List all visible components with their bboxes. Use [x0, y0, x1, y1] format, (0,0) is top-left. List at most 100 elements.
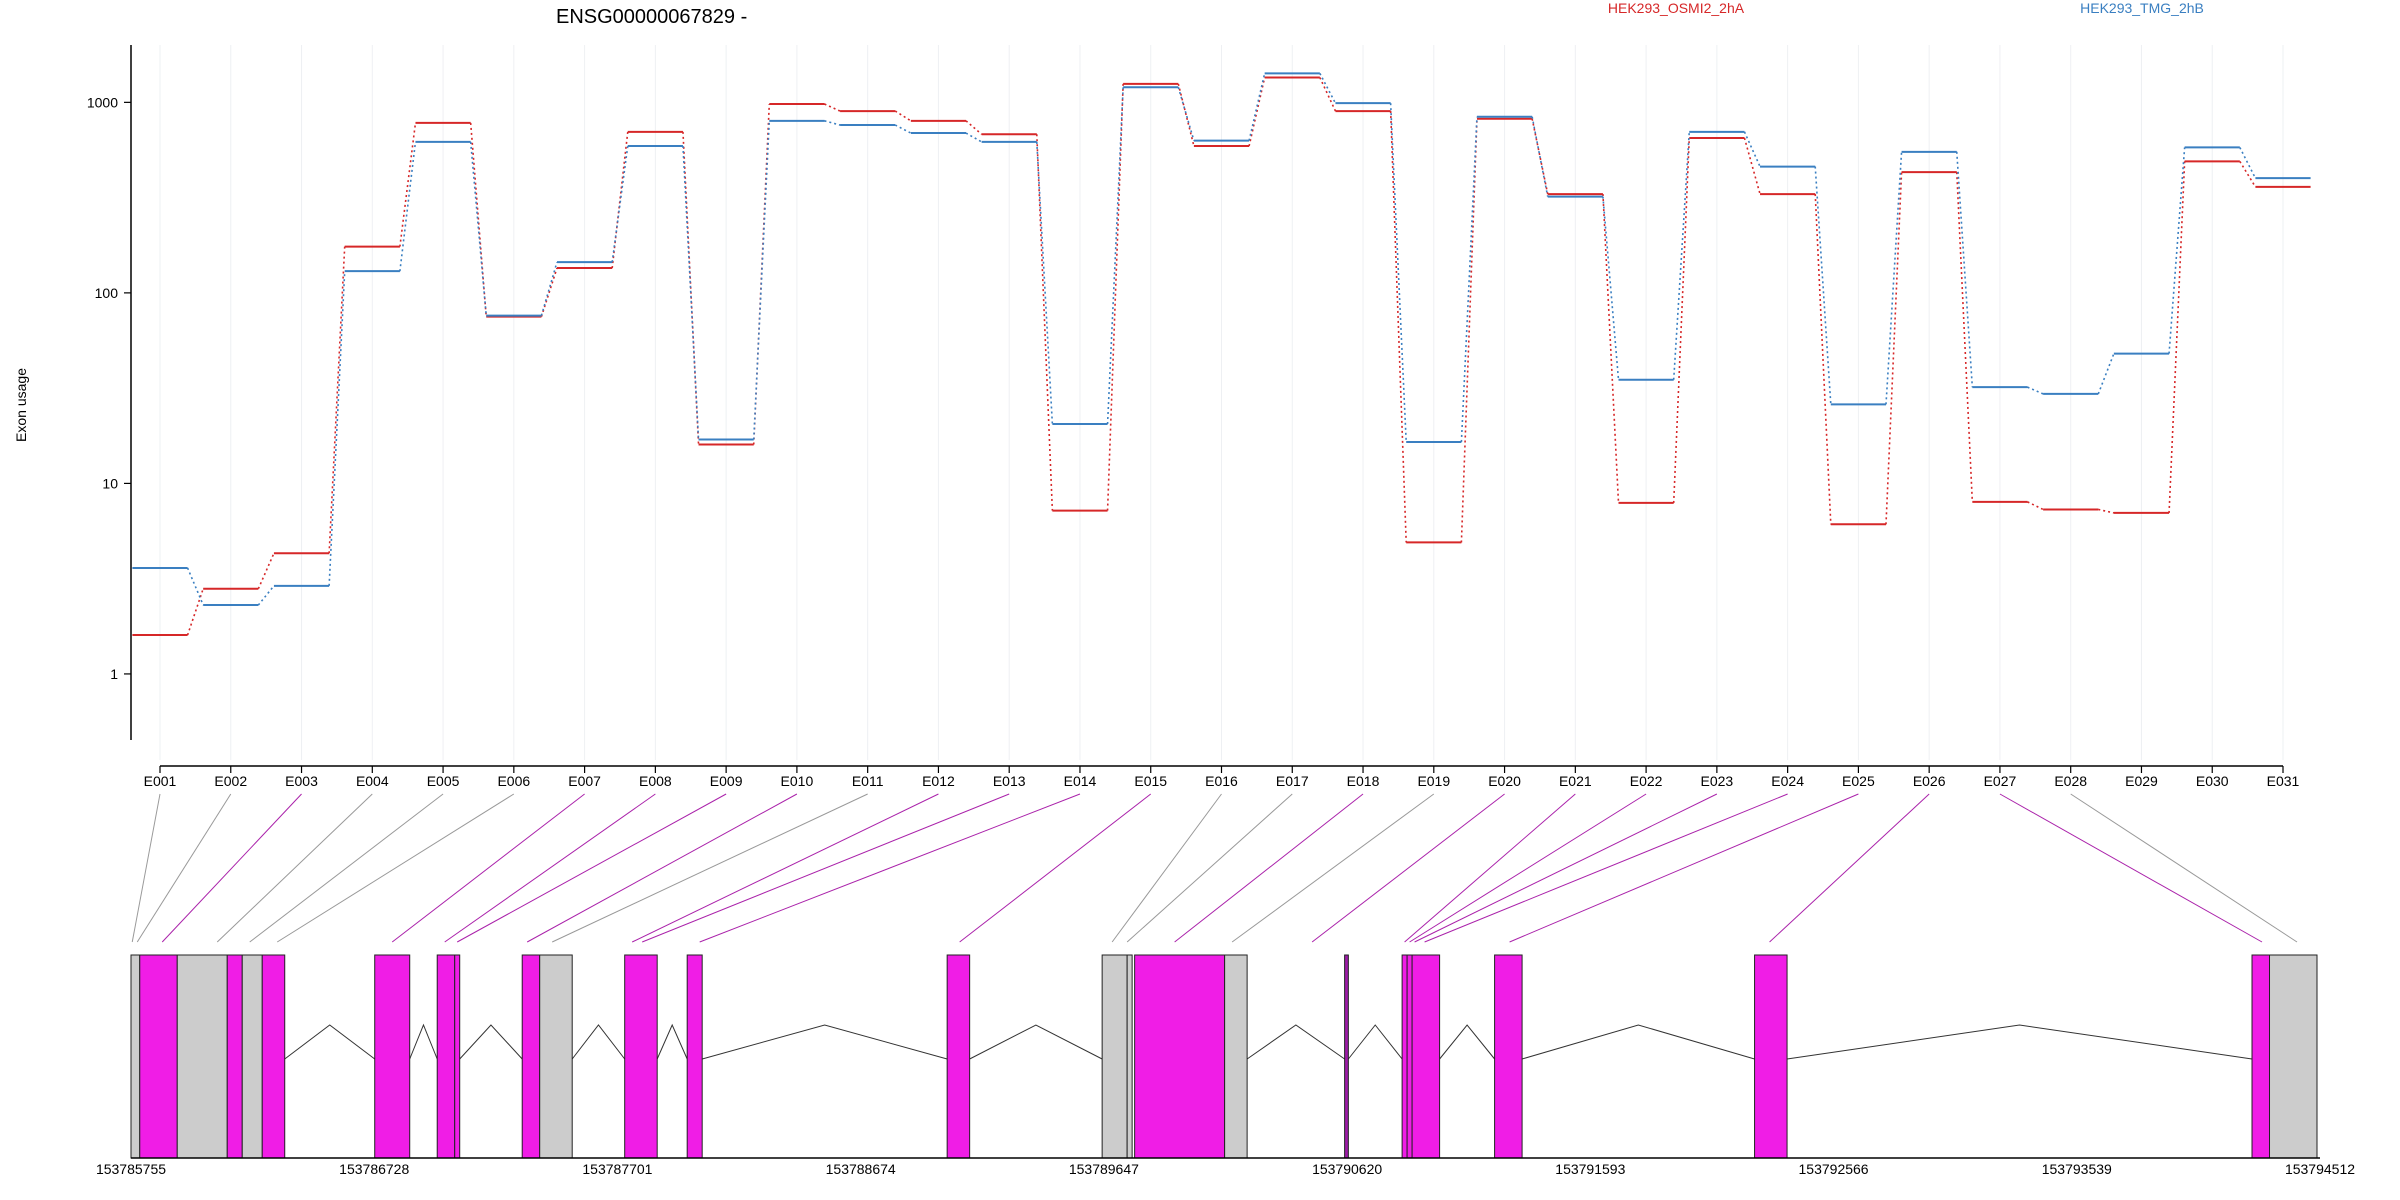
y-tick-label: 10 — [102, 475, 118, 491]
exon-connector-line — [1111, 793, 1222, 943]
data-connector — [1248, 77, 1266, 147]
data-connector — [1389, 111, 1408, 543]
exon-block — [2251, 954, 2271, 1159]
data-connector — [2168, 161, 2186, 513]
coordinate-label: 153793539 — [2042, 1161, 2112, 1177]
chart-title: ENSG00000067829 - — [556, 6, 747, 28]
exon-block — [539, 954, 573, 1159]
exon-block — [139, 954, 178, 1159]
data-connector — [1460, 118, 1478, 543]
exon-connector-line — [1126, 793, 1293, 943]
x-ticks: E001 E002 E003 E004 E005 E006 E007 E008 E009 E010… — [144, 766, 2300, 789]
exon-connector-line — [1311, 793, 1505, 943]
data-connector — [399, 122, 417, 247]
data-connector — [611, 145, 629, 263]
exon-block — [946, 954, 971, 1159]
y-tick-label: 1000 — [87, 94, 118, 110]
exon-connector-line — [131, 793, 161, 943]
data-connector — [328, 246, 346, 554]
data-connector — [1955, 151, 1974, 388]
x-tick-label: E009 — [710, 773, 743, 789]
series-HEK293_TMG_2hB — [132, 72, 2311, 607]
x-tick-label: E010 — [781, 773, 814, 789]
data-connector — [2027, 386, 2044, 395]
data-connector — [1672, 131, 1691, 380]
exon-connector-line — [456, 793, 727, 943]
data-connector — [965, 132, 982, 143]
y-ticks: 1 10 100 1000 — [87, 94, 131, 682]
data-connector — [540, 267, 558, 317]
coordinate-label: 153790620 — [1312, 1161, 1382, 1177]
exon-block — [1344, 954, 1349, 1159]
series-HEK293_OSMI2_2hA — [132, 76, 2311, 637]
x-tick-label: E005 — [427, 773, 460, 789]
data-connector — [1955, 172, 1974, 502]
exon-connector-line — [1769, 793, 1930, 943]
x-tick-label: E014 — [1064, 773, 1097, 789]
exon-connector-line — [249, 793, 444, 943]
x-tick-label: E011 — [852, 773, 884, 789]
data-connector — [2098, 508, 2115, 514]
coordinate-label: 153786728 — [339, 1161, 409, 1177]
exon-block — [1411, 954, 1441, 1159]
exon-block — [454, 954, 461, 1159]
x-tick-label: E026 — [1913, 773, 1946, 789]
data-connector — [894, 124, 912, 134]
exon-connector-line — [444, 793, 656, 943]
data-connector — [469, 141, 488, 316]
intron-line — [1786, 1024, 2253, 1060]
x-tick-label: E007 — [568, 773, 601, 789]
x-tick-label: E018 — [1347, 773, 1380, 789]
intron-line — [656, 1023, 688, 1060]
data-connector — [2239, 160, 2257, 188]
grid-lines — [159, 45, 2284, 760]
y-axis-label: Exon usage — [13, 368, 29, 442]
data-connector — [257, 585, 275, 606]
exon-block — [130, 954, 141, 1159]
x-tick-label: E022 — [1630, 773, 1663, 789]
x-tick-label: E024 — [1771, 773, 1804, 789]
x-tick-label: E028 — [2054, 773, 2087, 789]
x-tick-label: E029 — [2125, 773, 2158, 789]
data-connector — [824, 120, 841, 126]
x-tick-label: E023 — [1701, 773, 1734, 789]
x-tick-label: E002 — [214, 773, 247, 789]
exon-block — [1406, 954, 1413, 1159]
exon-block — [261, 954, 286, 1159]
exon-connector-line — [1999, 793, 2263, 943]
exon-connectors — [131, 793, 2298, 943]
coordinate-label: 153789647 — [1069, 1161, 1139, 1177]
exon-connector-line — [216, 793, 373, 943]
data-connector — [1885, 172, 1903, 525]
data-connector — [2097, 353, 2115, 395]
legend-entry-tmg: HEK293_TMG_2hB — [2080, 0, 2204, 16]
intron-line — [1521, 1024, 1755, 1060]
exon-block — [1401, 954, 1408, 1159]
x-tick-label: E004 — [356, 773, 389, 789]
data-connector — [894, 110, 912, 122]
exon-block — [176, 954, 228, 1159]
data-connector — [328, 271, 346, 586]
coordinate-label: 153788674 — [826, 1161, 896, 1177]
exon-block — [241, 954, 263, 1159]
gene-model — [130, 954, 2320, 1159]
data-connector — [1036, 141, 1054, 425]
x-tick-label: E021 — [1559, 773, 1592, 789]
exon-connector-line — [276, 793, 515, 943]
exon-block — [2269, 954, 2318, 1159]
x-tick-label: E016 — [1205, 773, 1238, 789]
x-tick-label: E027 — [1984, 773, 2017, 789]
data-connector — [1672, 137, 1691, 503]
intron-line — [459, 1024, 523, 1060]
data-connector — [1814, 194, 1832, 525]
exon-connector-line — [1174, 793, 1364, 943]
exon-block — [1224, 954, 1248, 1159]
data-connector — [1177, 83, 1195, 147]
exon-block — [436, 954, 456, 1159]
intron-line — [571, 1024, 626, 1060]
x-tick-label: E012 — [922, 773, 955, 789]
exon-connector-line — [2070, 793, 2298, 943]
exon-connector-line — [699, 793, 1081, 943]
data-connector — [1885, 151, 1903, 405]
